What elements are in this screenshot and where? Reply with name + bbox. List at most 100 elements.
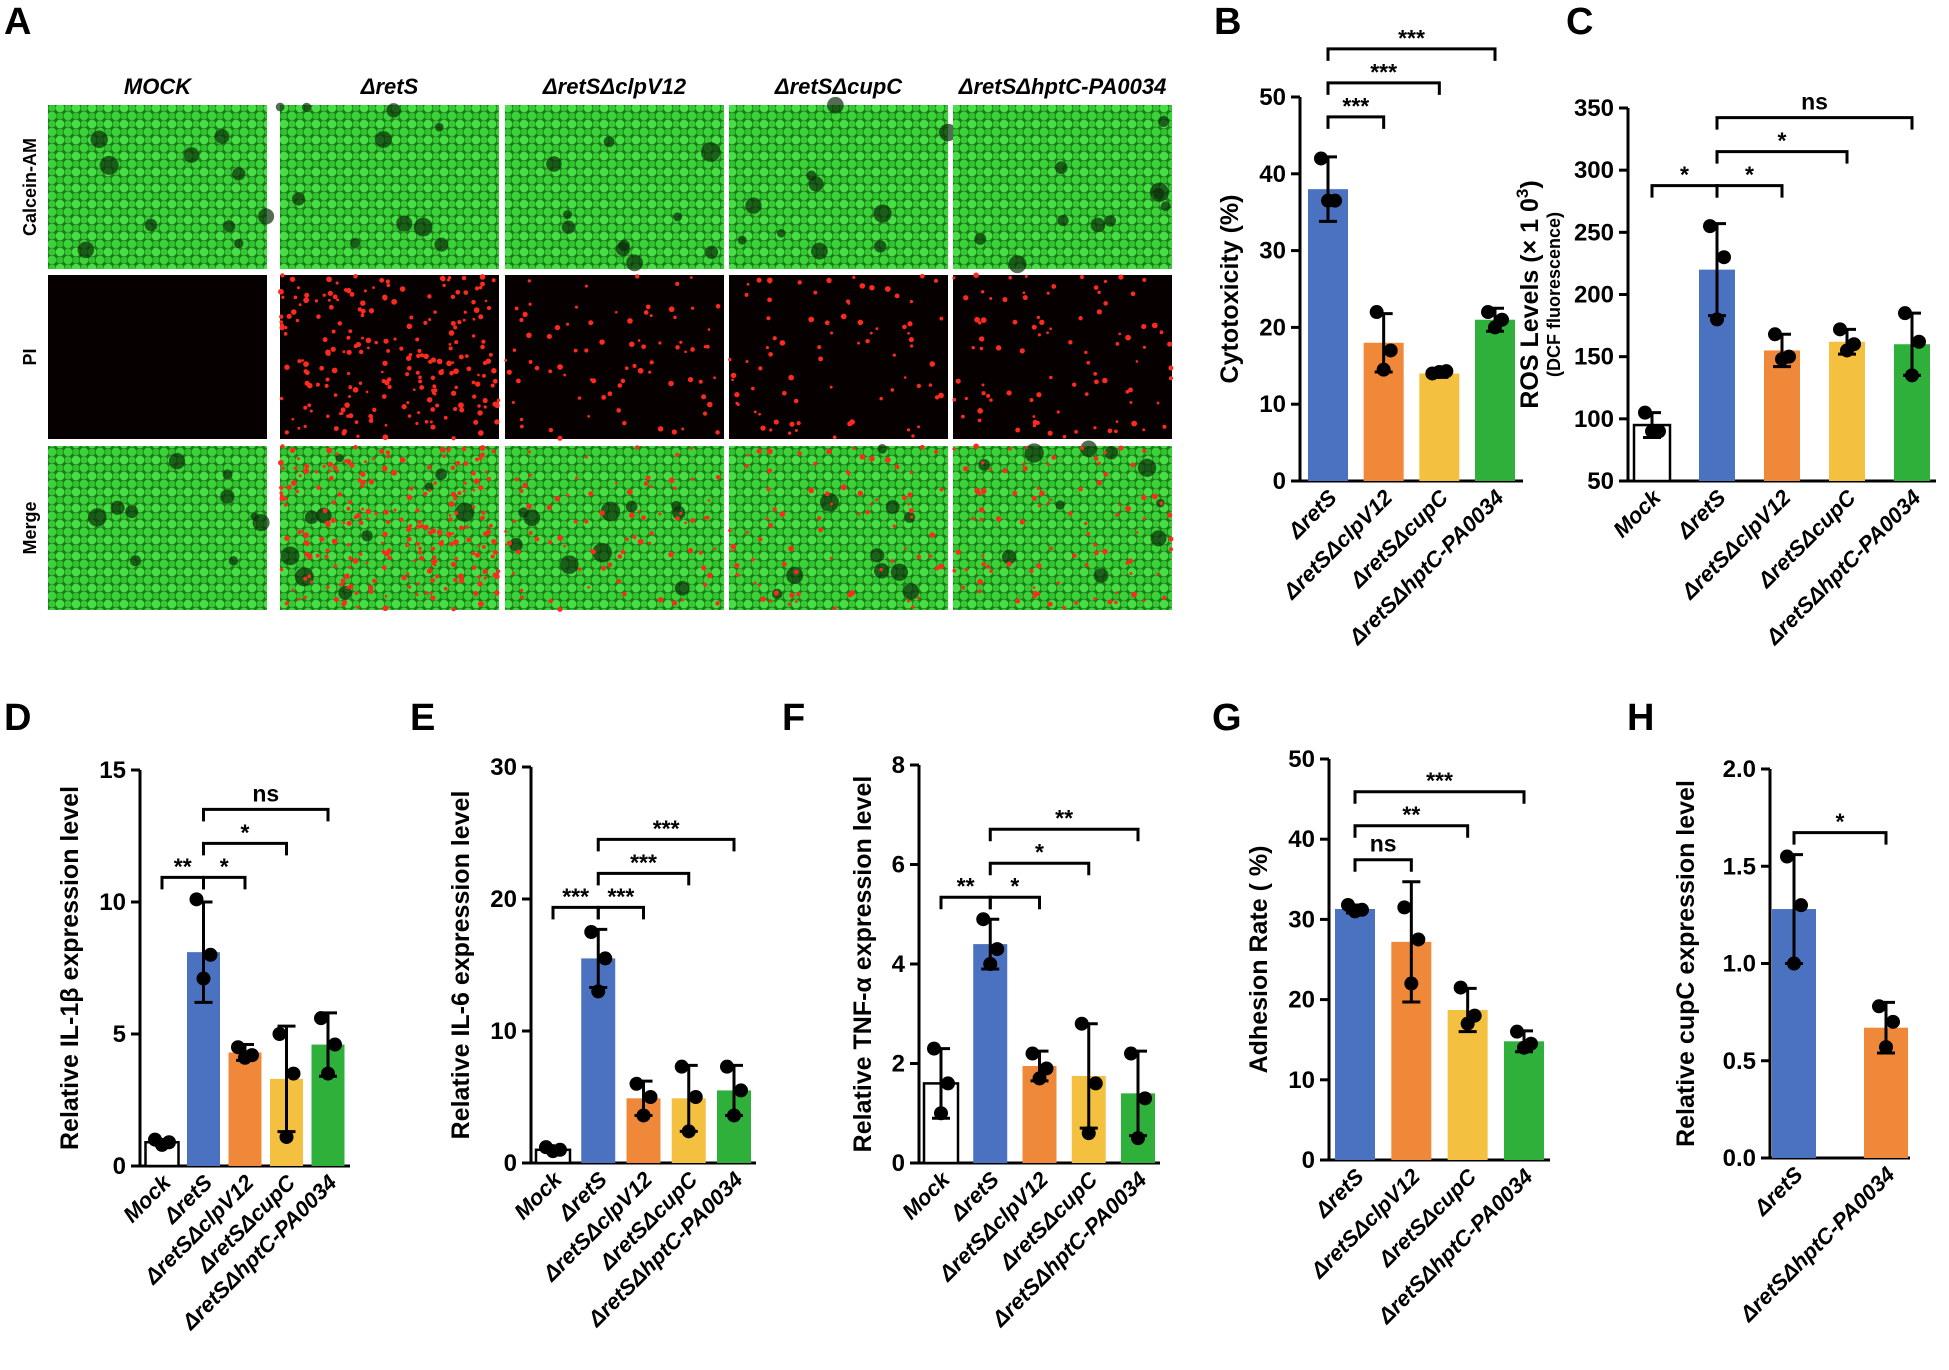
data-point [629,1076,644,1091]
significance-label: ns [252,780,279,806]
micrograph-column-header: ΔretSΔclpV12 [542,74,687,99]
data-point [1787,956,1801,971]
significance-label: * [241,819,250,845]
data-point [976,912,991,927]
data-point [1383,343,1398,358]
data-point [1348,904,1362,919]
y-tick-label: 4 [892,951,906,978]
data-point [1703,219,1717,234]
data-point [643,1090,658,1104]
data-point [1912,334,1926,349]
significance-label: ** [957,873,975,899]
significance-bracket [1715,150,1849,164]
y-tick-label: 2.0 [1723,756,1756,783]
y-tick-label: 40 [1259,161,1286,188]
bar [973,944,1008,1163]
chart-c: C 50 100 150 200 250 300 350 ROS Levels (× 1 03)… [1513,1,1936,650]
significance-label: * [1745,162,1754,188]
significance-bracket [596,905,645,920]
y-tick-label: 0 [113,1153,126,1180]
significance-bracket [202,841,288,856]
y-axis-title: Relative cupC expression level [1672,780,1700,1147]
micrograph-image [728,273,948,440]
significance-bracket [988,861,1091,876]
y-tick-label: 0.0 [1723,1145,1756,1172]
significance-label: ** [174,853,192,879]
y-tick-label: 200 [1574,282,1614,309]
y-tick-label: 300 [1574,157,1614,184]
significance-bracket [1326,81,1441,95]
data-point [1453,980,1468,995]
micrograph-column-header: MOCK [124,74,193,99]
data-point [1833,322,1847,337]
data-point [1780,849,1794,864]
y-tick-label: 0 [1302,1147,1315,1174]
micrograph-image [729,96,957,269]
data-point [1314,151,1328,166]
data-point [1138,1091,1152,1106]
significance-bracket [988,895,1041,910]
data-point [727,1108,741,1123]
significance-label: * [1836,809,1845,835]
x-tick-label: Mock [509,1166,568,1225]
y-axis-title: Relative IL-6 expression level [447,791,475,1140]
data-point [279,1129,294,1144]
data-point [720,1059,734,1074]
data-point [1481,305,1495,320]
chart-f: F 0 2 4 6 8 Relative TNF-α expression level Moc… [782,697,1160,1332]
data-point [1321,193,1335,208]
micrograph-column-header: ΔretS [360,74,419,99]
data-point [983,957,998,971]
significance-label: *** [1370,59,1397,85]
micrograph-image [48,105,275,269]
data-point [734,1083,748,1098]
x-tick-label: Mock [1608,484,1667,543]
micrograph-image [728,443,948,611]
data-point [591,984,606,999]
data-point [314,1011,328,1026]
data-point [546,1144,560,1159]
data-point [941,1076,955,1091]
panel-label-f: F [782,697,805,739]
micrograph-row-label: Calcein-AM [20,138,40,236]
data-point [1376,362,1391,377]
data-point [598,951,613,966]
y-tick-label: 50 [1288,746,1315,773]
significance-bracket [1792,831,1888,845]
significance-bracket [988,827,1140,842]
data-point [238,1050,252,1065]
micrograph-image [505,105,724,272]
significance-bracket [1326,47,1497,61]
data-point [1886,1014,1900,1029]
panel-label-e: E [410,697,435,739]
y-tick-label: 20 [490,886,517,913]
data-point [1794,898,1808,913]
bar [1447,1010,1488,1160]
data-point [1032,1071,1047,1086]
data-point [1081,1126,1096,1141]
bar [1764,350,1800,481]
micrograph-row-label: PI [20,348,40,365]
significance-label: ** [1055,805,1073,831]
data-point [1898,306,1912,321]
data-point [1517,1040,1531,1055]
bar [228,1052,262,1166]
y-axis-title: Cytotoxicity (%) [1216,195,1244,384]
data-point [1775,352,1789,367]
data-point [155,1137,169,1152]
significance-label: ns [1370,831,1397,857]
data-point [584,925,599,939]
data-point [1039,1061,1054,1076]
y-tick-label: 30 [1259,238,1286,265]
micrograph-image [952,440,1174,610]
y-tick-label: 1.5 [1723,853,1756,880]
y-tick-label: 10 [99,889,126,916]
data-point [1432,364,1447,379]
x-tick-label: ΔretSΔclpV12 [1676,484,1796,604]
significance-label: * [220,853,229,879]
chart-e: E 0 10 20 30 Relative IL-6 expression level Mo… [410,697,756,1332]
y-tick-label: 350 [1574,95,1614,122]
bar [1419,373,1460,481]
